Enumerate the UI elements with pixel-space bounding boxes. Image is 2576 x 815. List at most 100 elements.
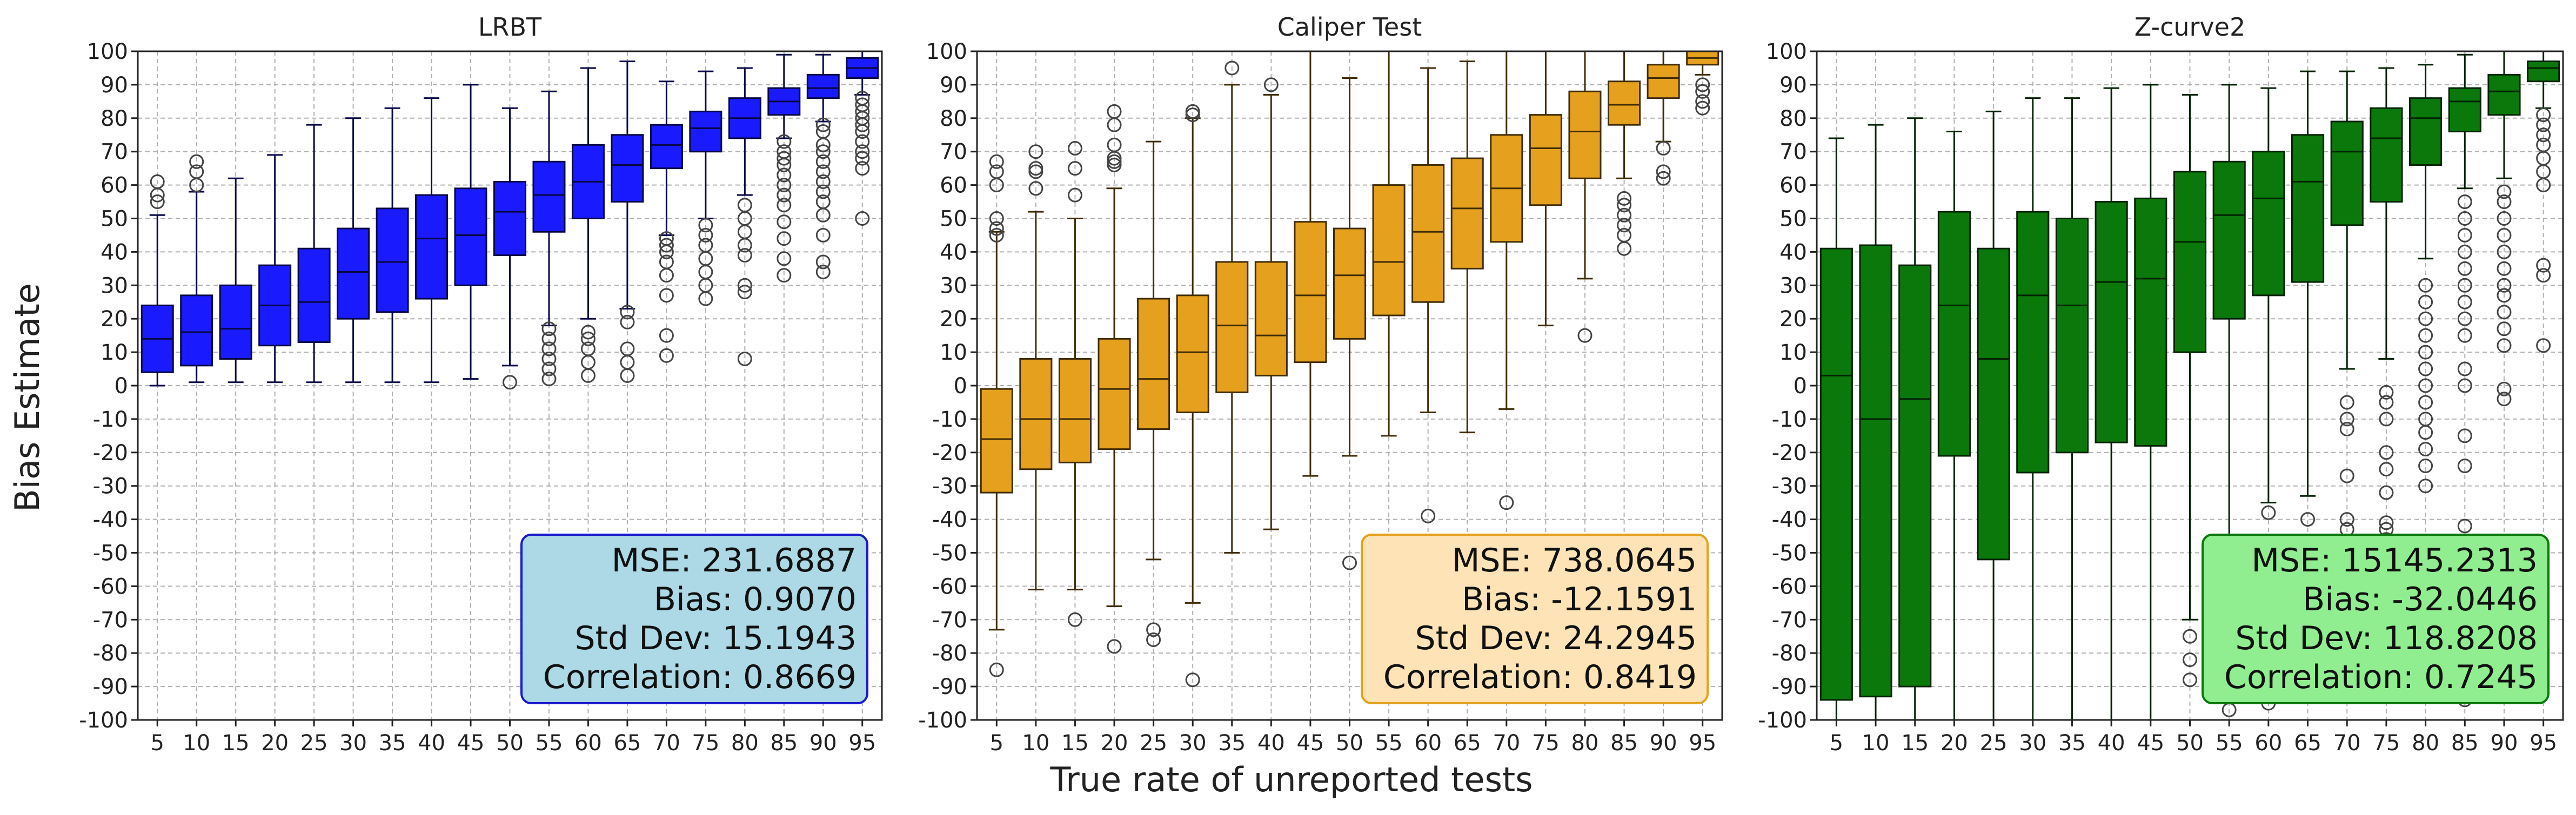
box-65 [2291, 70, 2325, 701]
y-tick-label: 90 [940, 73, 967, 98]
outlier-point [777, 178, 792, 193]
outlier-point [1617, 191, 1632, 206]
stat-bias: Bias: -32.0446 [2303, 581, 2538, 618]
y-tick-label: -60 [1772, 574, 1807, 599]
x-tick-label: 65 [613, 731, 641, 756]
box-40 [415, 97, 449, 383]
box-95 [2527, 51, 2560, 353]
box-body [1859, 244, 1892, 698]
outlier-point [989, 211, 1004, 226]
outlier-point [989, 221, 1004, 236]
box-40 [2095, 87, 2128, 720]
outlier-point [2497, 305, 2512, 320]
y-tick-label: -70 [1772, 608, 1807, 632]
y-tick-label: 20 [101, 307, 128, 332]
outlier-point [2457, 261, 2472, 276]
outlier-point [1695, 100, 1710, 116]
x-tick-label: 10 [1862, 731, 1890, 756]
outlier-point [2536, 258, 2551, 273]
y-tick-label: 30 [1779, 273, 1807, 298]
box-70 [2330, 70, 2364, 577]
box-30 [1176, 104, 1209, 688]
box-body [532, 160, 566, 233]
outlier-point [2457, 311, 2472, 326]
stats-box [1361, 534, 1709, 705]
box-25 [1137, 140, 1170, 647]
outlier-point [989, 164, 1004, 179]
box-body [1294, 221, 1327, 363]
y-tick-label: 0 [1794, 374, 1807, 399]
x-tick-label: 60 [2254, 731, 2282, 756]
box-90 [2487, 51, 2521, 407]
x-tick-label: 35 [379, 731, 406, 756]
x-tick-label: 95 [848, 731, 876, 756]
y-tick-label: -30 [1772, 474, 1807, 499]
y-tick-label: 80 [1779, 106, 1807, 131]
boxes [140, 51, 879, 390]
box-body [1372, 184, 1406, 316]
outlier-point [2339, 412, 2354, 427]
outlier-point [2339, 421, 2354, 436]
y-tick-label: 10 [101, 340, 128, 365]
x-tick-label: 75 [2372, 731, 2400, 756]
stat-mse: MSE: 231.6887 [612, 542, 857, 580]
outlier-point [2183, 629, 2197, 644]
box-body [1568, 90, 1602, 179]
y-tick-label: 70 [1779, 140, 1807, 165]
box-body [611, 134, 644, 203]
outlier-point [2457, 194, 2472, 210]
x-tick-label: 80 [2412, 731, 2439, 756]
box-35 [2055, 97, 2089, 720]
box-60 [1411, 67, 1445, 523]
box-body [454, 187, 487, 286]
outlier-point [1577, 328, 1593, 343]
outlier-point [2379, 385, 2394, 400]
outlier-point [698, 227, 713, 243]
outlier-point [815, 164, 831, 179]
outlier-point [1695, 77, 1710, 92]
outlier-point [620, 305, 635, 320]
box-5 [980, 154, 1013, 677]
y-tick-label: -100 [1758, 708, 1807, 733]
y-tick-label: 0 [954, 374, 967, 399]
stat-std-dev: Std Dev: 24.2945 [1415, 619, 1697, 657]
outlier-point [777, 134, 792, 149]
outlier-point [1067, 141, 1082, 156]
outlier-point [2457, 227, 2472, 243]
outlier-point [2300, 512, 2316, 527]
outlier-point [2418, 442, 2433, 457]
y-tick-label: 40 [101, 240, 128, 265]
y-tick-label: 60 [101, 173, 128, 198]
outlier-point [2457, 328, 2472, 343]
y-tick-label: 20 [1779, 307, 1807, 332]
outlier-point [777, 198, 792, 213]
x-tick-label: 55 [1375, 731, 1403, 756]
outlier-point [2418, 361, 2433, 376]
outlier-point [737, 198, 752, 213]
x-tick-label: 25 [1140, 731, 1167, 756]
y-tick-label: 50 [1779, 207, 1807, 232]
outlier-point [815, 227, 831, 243]
stats-box [520, 534, 868, 705]
outlier-point [2418, 412, 2433, 427]
outlier-point [777, 187, 792, 203]
outlier-point [2457, 361, 2472, 376]
box-60 [2252, 87, 2285, 711]
outlier-point [2379, 395, 2394, 410]
outlier-point [1185, 107, 1200, 123]
box-65 [611, 60, 644, 383]
y-tick-label: -100 [79, 708, 128, 733]
box-body [1019, 358, 1053, 470]
y-tick-label: -50 [93, 541, 128, 566]
box-body [180, 294, 213, 367]
box-body [650, 124, 683, 170]
y-tick-label: 90 [1779, 73, 1807, 98]
x-tick-label: 60 [574, 731, 602, 756]
outlier-point [855, 91, 870, 106]
box-10 [1019, 144, 1053, 591]
box-20 [1098, 104, 1131, 654]
box-10 [1859, 124, 1892, 720]
box-80 [728, 67, 761, 366]
outlier-point [2497, 288, 2512, 303]
y-tick-label: -40 [932, 508, 967, 533]
